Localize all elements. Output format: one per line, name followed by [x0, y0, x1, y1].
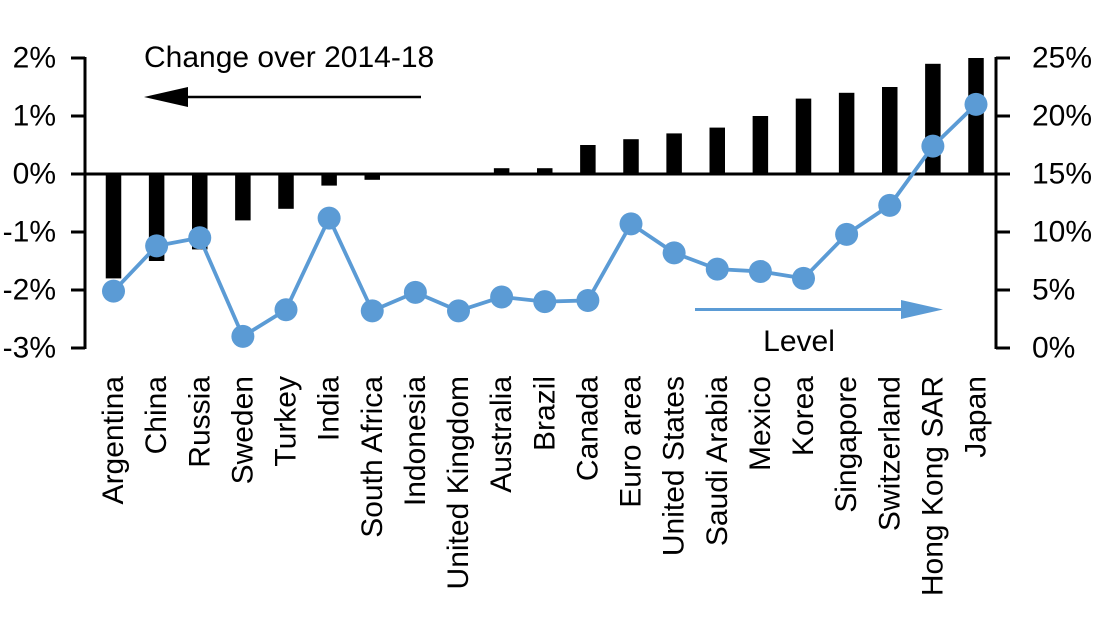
- left-axis-tick-label: -2%: [3, 274, 56, 307]
- level-dot-argentina: [102, 279, 125, 303]
- left-axis-tick-label: -3%: [3, 332, 56, 365]
- bar-south-africa: [364, 174, 380, 180]
- x-label-turkey: Turkey: [270, 376, 303, 467]
- right-axis-tick-label: 15%: [1032, 158, 1092, 191]
- left-axis-tick-label: -1%: [3, 216, 56, 249]
- x-label-argentina: Argentina: [97, 376, 130, 505]
- left-axis-tick-label: 1%: [13, 100, 56, 133]
- level-dot-brazil: [533, 290, 557, 314]
- level-dot-euro-area: [619, 212, 643, 236]
- bar-korea: [795, 98, 812, 174]
- level-dot-russia: [188, 226, 212, 250]
- level-dot-united-kingdom: [447, 299, 470, 323]
- left-axis-tick-label: 0%: [13, 158, 56, 191]
- x-label-india: India: [313, 376, 346, 441]
- right-arrow-icon: [695, 300, 943, 319]
- right-axis-tick-label: 0%: [1032, 332, 1075, 365]
- x-label-singapore: Singapore: [830, 376, 863, 513]
- x-label-switzerland: Switzerland: [873, 376, 906, 531]
- bar-euro-area: [623, 139, 639, 174]
- level-dot-south-africa: [360, 299, 384, 323]
- bar-australia: [493, 168, 510, 174]
- level-dot-indonesia: [403, 280, 427, 304]
- x-label-euro-area: Euro area: [615, 376, 648, 508]
- level-dot-turkey: [274, 298, 298, 322]
- bar-singapore: [838, 92, 855, 174]
- x-label-saudi-arabia: Saudi Arabia: [701, 376, 734, 546]
- right-axis-tick-label: 5%: [1032, 274, 1075, 307]
- level-dot-korea: [792, 266, 815, 290]
- level-dot-india: [317, 206, 341, 230]
- x-label-mexico: Mexico: [744, 376, 777, 471]
- bar-argentina: [105, 174, 122, 279]
- right-axis-tick-label: 20%: [1032, 100, 1092, 133]
- level-dot-switzerland: [878, 193, 902, 217]
- x-label-indonesia: Indonesia: [399, 376, 432, 506]
- x-label-canada: Canada: [571, 376, 604, 481]
- bar-switzerland: [882, 87, 898, 174]
- level-series-label: Level: [763, 325, 835, 358]
- level-dot-hong-kong-sar: [921, 134, 945, 158]
- level-dot-china: [145, 234, 169, 258]
- level-dot-mexico: [748, 259, 772, 283]
- level-dot-sweden: [231, 324, 255, 348]
- bar-india: [321, 174, 337, 186]
- level-dot-canada: [576, 288, 600, 312]
- bar-japan: [968, 58, 984, 174]
- x-label-korea: Korea: [787, 376, 820, 456]
- x-label-china: China: [140, 376, 173, 455]
- x-label-united-states: United States: [658, 376, 691, 556]
- bar-sweden: [235, 174, 251, 221]
- level-dot-united-states: [662, 241, 686, 265]
- bar-turkey: [278, 174, 294, 209]
- x-label-hong-kong-sar: Hong Kong SAR: [916, 376, 949, 596]
- level-dot-singapore: [835, 222, 859, 246]
- bar-mexico: [752, 116, 769, 174]
- right-axis-tick-label: 25%: [1032, 42, 1092, 75]
- x-label-russia: Russia: [183, 376, 216, 468]
- bar-saudi-arabia: [709, 127, 725, 174]
- x-label-united-kingdom: United Kingdom: [442, 376, 475, 589]
- level-dot-saudi-arabia: [705, 257, 729, 281]
- level-dot-japan: [964, 92, 988, 116]
- change-series-label: Change over 2014-18: [144, 41, 434, 74]
- level-dot-australia: [490, 285, 514, 309]
- left-axis-tick-label: 2%: [13, 42, 56, 75]
- x-label-south-africa: South Africa: [356, 376, 389, 538]
- x-label-brazil: Brazil: [528, 376, 561, 451]
- bar-brazil: [537, 168, 553, 174]
- right-axis-tick-label: 10%: [1032, 216, 1092, 249]
- bar-canada: [580, 145, 596, 174]
- bar-united-states: [666, 133, 682, 174]
- x-label-australia: Australia: [485, 376, 518, 493]
- left-arrow-icon: [144, 87, 421, 107]
- x-label-sweden: Sweden: [226, 376, 259, 484]
- x-label-japan: Japan: [960, 376, 993, 458]
